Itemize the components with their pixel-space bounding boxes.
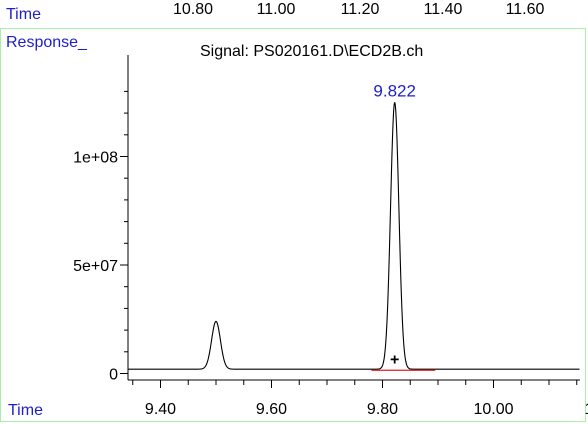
y-tick-label: 1e+08 [73, 150, 118, 167]
top-time-axis: Time 10.80 11.00 11.20 11.40 11.60 [0, 0, 588, 28]
top-tick-label: 11.40 [423, 1, 463, 18]
y-axis-label: Response_ [6, 34, 87, 51]
peak-label: 9.822 [373, 81, 416, 100]
marks: +9.822 [128, 81, 580, 371]
x-tick-label: 10.20 [584, 401, 588, 418]
top-tick-label: 10.80 [172, 1, 214, 18]
x-tick-label: 9.40 [145, 401, 176, 418]
x-tick-label: 9.60 [256, 401, 287, 418]
integration-marker: + [390, 351, 399, 368]
chromatogram-trace [128, 102, 580, 370]
y-tick-label: 0 [109, 367, 118, 384]
chart-title: Signal: PS020161.D\ECD2B.ch [200, 43, 424, 60]
axes [127, 55, 580, 381]
x-tick-label: 10.00 [473, 401, 513, 418]
chromatogram-panel [0, 28, 586, 422]
top-axis-label: Time [6, 6, 41, 23]
ticks: 9.40 9.60 9.80 10.00 10.20 0 5e+07 1e+08 [73, 90, 588, 418]
top-tick-label: 11.20 [340, 1, 380, 18]
top-tick-label: 11.00 [256, 1, 296, 18]
top-tick-label: 11.60 [505, 1, 545, 18]
x-tick-label: 9.80 [367, 401, 398, 418]
x-axis-label: Time [8, 402, 43, 419]
y-tick-label: 5e+07 [73, 258, 118, 275]
